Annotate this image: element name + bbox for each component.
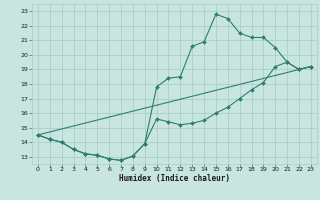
X-axis label: Humidex (Indice chaleur): Humidex (Indice chaleur) [119,174,230,183]
